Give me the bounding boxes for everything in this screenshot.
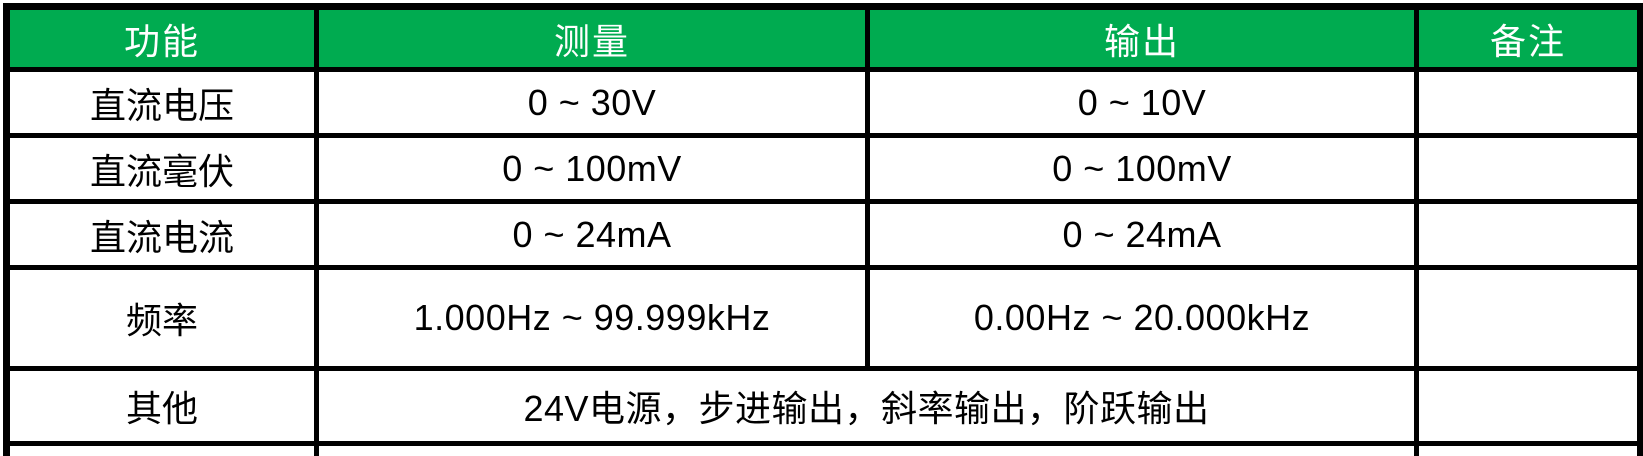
cell-output: 0 ~ 24mA [865, 199, 1419, 270]
cell-measure: 0 ~ 30V [314, 67, 870, 138]
cell-function: 频率 [4, 265, 319, 371]
header-row: 功能 测量 输出 备注 [4, 4, 1643, 72]
cell-remark [1414, 133, 1643, 204]
header-cell-remark: 备注 [1414, 4, 1643, 72]
cell-measure-output-merged: 24V电源，步进输出，斜率输出，阶跃输出 [314, 366, 1419, 446]
cell-remark [1414, 366, 1643, 446]
cell-remark [1414, 67, 1643, 138]
header-cell-function: 功能 [4, 4, 319, 72]
table-row-dc-millivolt: 直流毫伏 0 ~ 100mV 0 ~ 100mV [4, 133, 1643, 204]
table-row-other: 其他 24V电源，步进输出，斜率输出，阶跃输出 [4, 366, 1643, 446]
table-row-dc-voltage: 直流电压 0 ~ 30V 0 ~ 10V [4, 67, 1643, 138]
cell-function: 直流毫伏 [4, 133, 319, 204]
cell-function: 其他 [4, 366, 319, 446]
table-row-frequency: 频率 1.000Hz ~ 99.999kHz 0.00Hz ~ 20.000kH… [4, 265, 1643, 371]
spec-table: 功能 测量 输出 备注 直流电压 0 ~ 30V 0 ~ 10V 直流毫伏 0 … [3, 3, 1643, 456]
cell-remark [1414, 441, 1643, 456]
table-row-partial-cutoff [4, 441, 1643, 456]
cell-output: 0 ~ 10V [865, 67, 1419, 138]
cell-output: 0.00Hz ~ 20.000kHz [865, 265, 1419, 371]
cell-remark [1414, 265, 1643, 371]
cell-measure-output-merged [314, 441, 1419, 456]
header-cell-measure: 测量 [314, 4, 870, 72]
cell-function: 直流电流 [4, 199, 319, 270]
cell-measure: 0 ~ 24mA [314, 199, 870, 270]
cell-function: 直流电压 [4, 67, 319, 138]
cell-measure: 0 ~ 100mV [314, 133, 870, 204]
cell-output: 0 ~ 100mV [865, 133, 1419, 204]
cell-function [4, 441, 319, 456]
table-row-dc-current: 直流电流 0 ~ 24mA 0 ~ 24mA [4, 199, 1643, 270]
cell-measure: 1.000Hz ~ 99.999kHz [314, 265, 870, 371]
header-cell-output: 输出 [865, 4, 1419, 72]
cell-remark [1414, 199, 1643, 270]
